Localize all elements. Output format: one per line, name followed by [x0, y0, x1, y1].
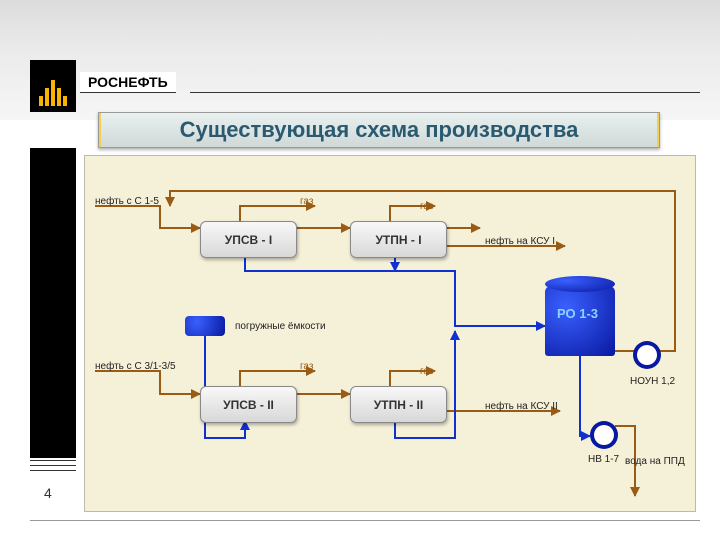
- flow-label-0: нефть с С 1-5: [95, 196, 159, 207]
- submerged-tank-label: погружные ёмкости: [235, 321, 326, 332]
- flow-label-7: нефть на КСУ II: [485, 401, 558, 412]
- tank-ro: [545, 286, 615, 356]
- company-logo: [30, 60, 76, 112]
- node-utpn2: УТПН - II: [350, 386, 447, 423]
- flow-label-2: газ: [420, 201, 433, 212]
- tank-ro-label: РО 1-3: [557, 306, 598, 321]
- title-bar: Существующая схема производства: [98, 112, 660, 148]
- node-upsv1: УПСВ - I: [200, 221, 297, 258]
- flow-label-1: газ: [300, 196, 313, 207]
- pump-p2: [590, 421, 618, 449]
- page-number: 4: [44, 485, 52, 501]
- sidebar-black: [30, 148, 76, 458]
- flow-label-8: вода на ППД: [625, 456, 685, 467]
- flow-label-6: газ: [420, 366, 433, 377]
- header-background: [0, 0, 720, 120]
- header-rule: [190, 92, 700, 93]
- node-utpn1: УТПН - I: [350, 221, 447, 258]
- flow-label-3: нефть на КСУ I: [485, 236, 555, 247]
- submerged-tank: [185, 316, 225, 336]
- sidebar-lines: [30, 460, 76, 475]
- flow-label-5: газ: [300, 361, 313, 372]
- page-title: Существующая схема производства: [101, 113, 657, 147]
- pump-label-p1: НОУН 1,2: [630, 376, 675, 387]
- node-upsv2: УПСВ - II: [200, 386, 297, 423]
- footer-rule: [30, 520, 700, 521]
- brand-text: РОСНЕФТЬ: [80, 72, 176, 93]
- pump-p1: [633, 341, 661, 369]
- process-diagram: УПСВ - I УТПН - I УПСВ - II УТПН - II погруж…: [84, 155, 696, 512]
- flow-label-4: нефть с С 3/1-3/5: [95, 361, 176, 372]
- pump-label-p2: НВ 1-7: [588, 454, 619, 465]
